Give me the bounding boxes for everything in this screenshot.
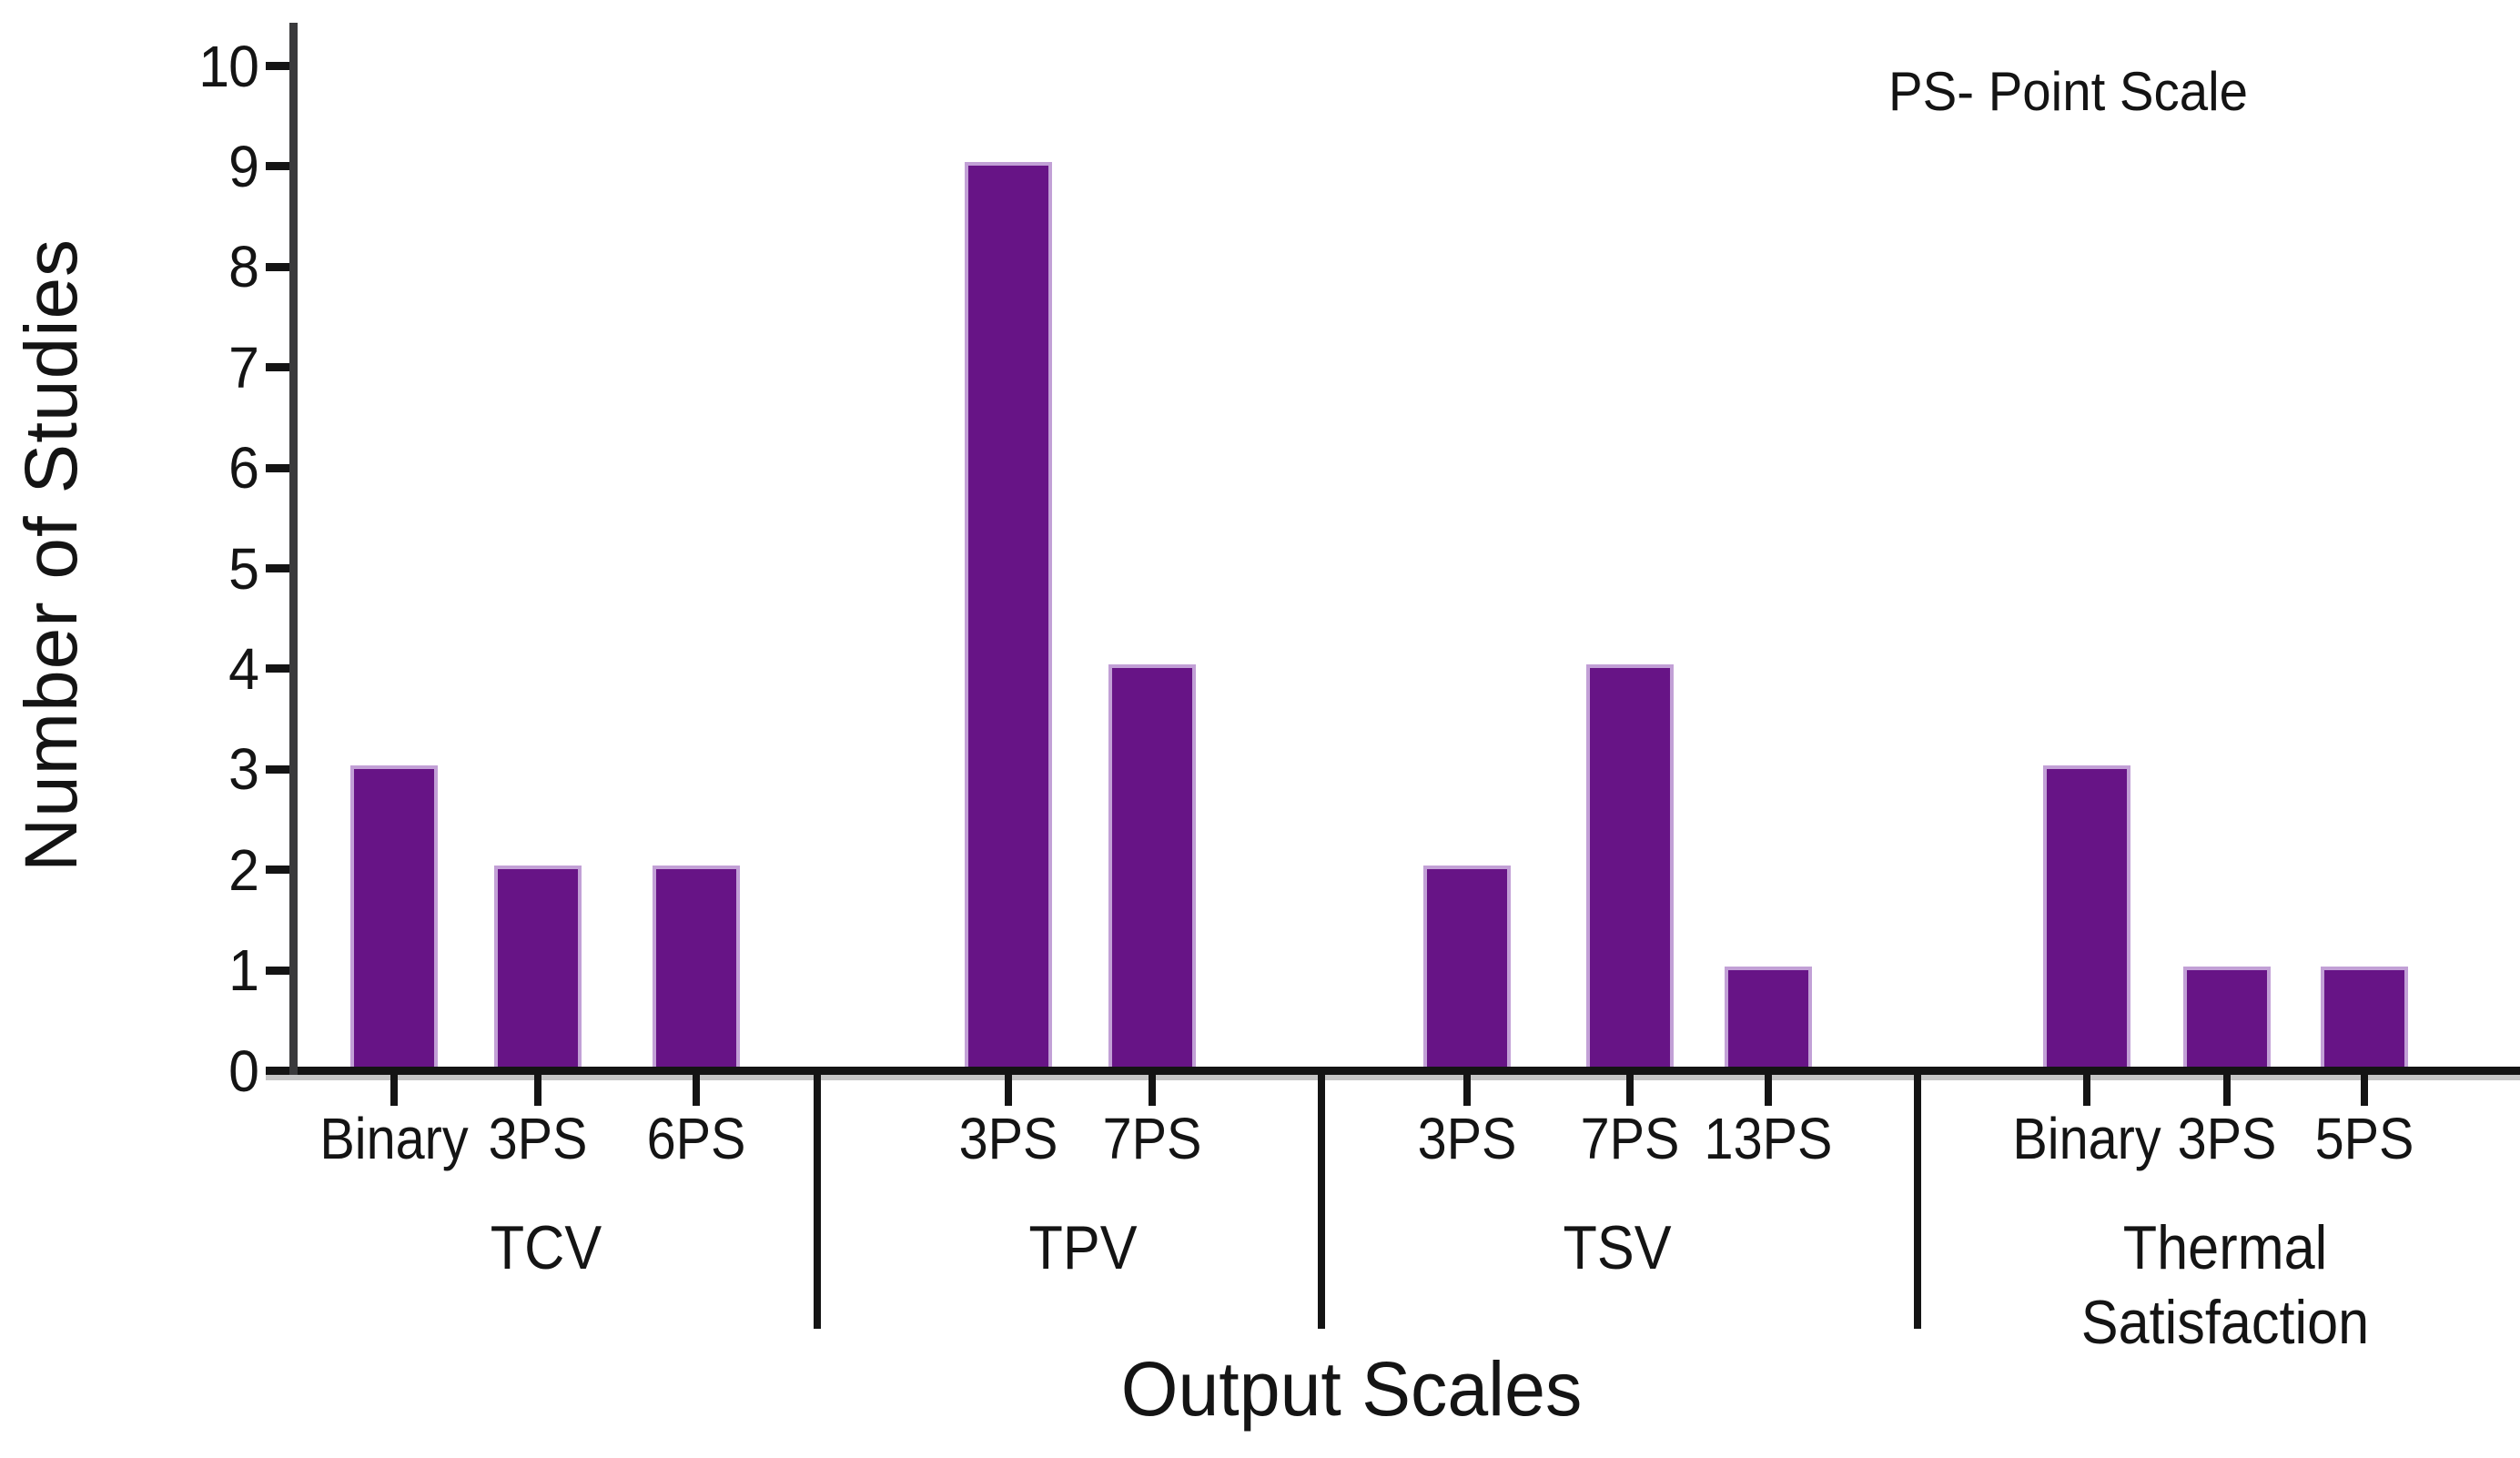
bar [494,866,582,1067]
y-tick [266,463,289,472]
group-label: Thermal Satisfaction [2080,1213,2370,1357]
x-axis-title: Output Scales [1120,1346,1583,1432]
x-tick [1005,1075,1012,1106]
bar [1108,664,1196,1067]
y-tick-label: 4 [228,635,259,702]
y-tick-label: 2 [228,836,259,903]
bar [2043,765,2130,1067]
y-tick [266,664,289,673]
group-divider [1914,1075,1921,1329]
y-tick-label: 6 [228,435,259,501]
x-tick [2083,1075,2090,1106]
x-tick [534,1075,541,1106]
y-tick [266,262,289,271]
group-divider [1318,1075,1325,1329]
x-tick [2361,1075,2368,1106]
group-label: TCV [490,1213,602,1282]
group-label: TPV [1028,1213,1138,1282]
y-tick-label: 7 [228,334,259,400]
bar-label: 13PS [1704,1106,1833,1171]
x-tick [1463,1075,1471,1106]
y-tick [266,162,289,171]
bar-label: 7PS [1580,1106,1680,1171]
y-tick [266,363,289,372]
bar-label: 6PS [646,1106,746,1171]
bar [1423,866,1511,1067]
group-divider [814,1075,821,1329]
x-tick [2223,1075,2231,1106]
legend-note: PS- Point Scale [1888,61,2249,122]
bar [965,162,1052,1067]
x-axis-shadow [266,1075,2520,1080]
group-label: TSV [1563,1213,1672,1282]
y-tick-label: 0 [228,1038,259,1104]
bar-label: 3PS [2177,1106,2277,1171]
x-axis-line [289,1067,2520,1075]
y-axis-line [289,23,298,1075]
x-tick [1149,1075,1156,1106]
y-tick [266,966,289,975]
x-tick [1626,1075,1634,1106]
y-tick-label: 8 [228,234,259,300]
x-tick [693,1075,700,1106]
bar [2321,967,2408,1067]
y-tick [266,764,289,774]
bar [653,866,740,1067]
y-tick [266,564,289,572]
bar [1586,664,1674,1067]
y-tick [266,1067,289,1075]
y-axis-title: Number of Studies [10,238,93,873]
y-tick [266,62,289,70]
y-tick-label: 1 [228,937,259,1004]
bar [2183,967,2271,1067]
bar-label: 3PS [488,1106,588,1171]
y-tick-label: 10 [198,33,259,99]
bar-label: Binary [2012,1106,2161,1171]
y-tick-label: 5 [228,535,259,602]
y-tick [266,866,289,875]
bar-label: 3PS [958,1106,1058,1171]
bar-label: 7PS [1102,1106,1202,1171]
x-tick [390,1075,398,1106]
y-tick-label: 3 [228,736,259,803]
bar-label: 3PS [1417,1106,1517,1171]
bar-label: Binary [319,1106,469,1171]
bar [1725,967,1812,1067]
x-tick [1765,1075,1772,1106]
bar-label: 5PS [2314,1106,2414,1171]
bar [350,765,438,1067]
y-tick-label: 9 [228,133,259,199]
